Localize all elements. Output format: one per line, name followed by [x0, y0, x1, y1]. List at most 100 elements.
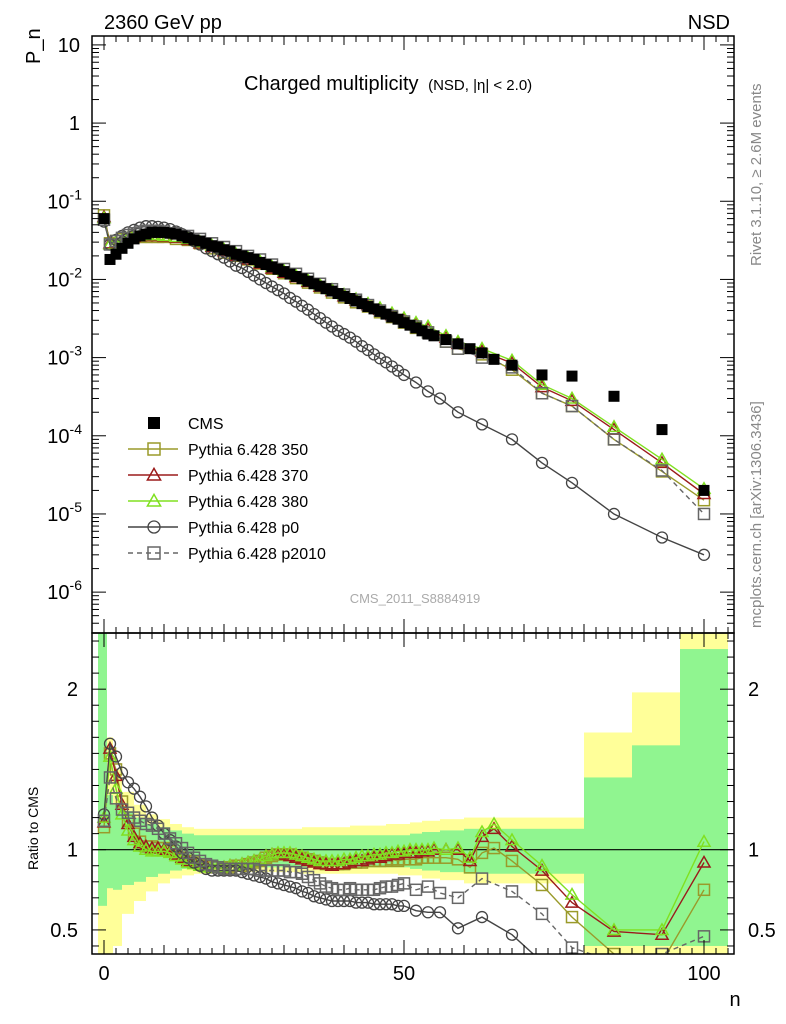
ratio-point — [657, 957, 668, 968]
ratio-point — [505, 854, 519, 868]
legend-label: Pythia 6.428 p2010 — [188, 546, 326, 563]
ratio-point — [390, 846, 406, 860]
ratio-point — [607, 947, 621, 954]
series-point — [433, 392, 447, 405]
ratio-point — [138, 842, 154, 855]
ratio-point — [487, 841, 501, 855]
cms-point — [410, 322, 422, 334]
green-band-bin — [230, 835, 242, 868]
cms-point — [698, 484, 710, 496]
cms-point — [182, 232, 194, 244]
y-tick-label: 10-3 — [47, 343, 82, 370]
side-label-bottom: mcplots.cern.ch [arXiv:1306.3436] — [748, 401, 765, 628]
ratio-point — [282, 845, 298, 859]
ratio-point — [96, 810, 112, 823]
ratio-axis-label: Ratio to CMS — [25, 787, 41, 870]
cms-point — [122, 237, 134, 249]
legend-marker — [146, 466, 162, 481]
ratio-series-4 — [97, 771, 711, 954]
legend-entry: Pythia 6.428 p0 — [128, 520, 299, 537]
series-point — [283, 291, 297, 305]
cms-point — [656, 424, 668, 436]
series-point — [241, 265, 255, 279]
ratio-point — [438, 842, 454, 855]
top-frame — [91, 35, 735, 634]
cms-point — [116, 242, 128, 254]
ratio-point — [283, 880, 297, 893]
cms-point — [260, 259, 272, 271]
cms-point — [476, 347, 488, 359]
ratio-point — [264, 846, 280, 860]
series-point — [307, 307, 321, 321]
ratio-point — [132, 838, 148, 852]
ratio-point — [450, 840, 466, 854]
legend-marker — [148, 417, 160, 429]
ratio-point — [288, 846, 304, 860]
legend-marker — [147, 520, 161, 534]
series-point — [535, 456, 549, 470]
ratio-line — [103, 756, 705, 931]
ratio-point — [355, 896, 369, 909]
ratio-point — [276, 846, 292, 860]
ratio-point — [504, 832, 520, 846]
series-point — [247, 269, 261, 282]
ratio-point — [361, 896, 375, 909]
y-tick-label: 10-5 — [47, 499, 82, 526]
ratio-point — [391, 899, 405, 912]
ratio-point — [535, 878, 549, 892]
x-tick-label: 100 — [687, 963, 720, 985]
ratio-point — [97, 814, 111, 828]
watermark: CMS_2011_S8884919 — [350, 591, 481, 606]
series-point — [565, 399, 579, 413]
cms-point — [176, 230, 188, 242]
ratio-point — [439, 851, 453, 864]
ratio-point — [421, 906, 435, 919]
ratio-point — [397, 877, 411, 890]
series-point — [697, 548, 711, 561]
ratio-point — [318, 856, 334, 870]
cms-point — [248, 253, 260, 265]
ratio-point — [505, 928, 519, 941]
ratio-point — [103, 771, 117, 784]
ratio-point — [385, 898, 399, 911]
ratio-frame — [91, 632, 735, 955]
y-tick-exp: -1 — [70, 186, 83, 202]
ratio-point — [606, 922, 622, 936]
series-0 — [97, 209, 711, 507]
series-point — [421, 385, 435, 398]
cms-point — [266, 261, 278, 273]
green-band-bin — [680, 649, 728, 946]
side-label-top: Rivet 3.1.10, ≥ 2.6M events — [748, 84, 765, 267]
x-tick-label: 50 — [393, 963, 415, 985]
ratio-point — [372, 846, 388, 860]
ratio-point — [409, 904, 423, 917]
y-tick-exp: -2 — [70, 264, 83, 280]
ratio-point — [504, 838, 520, 852]
header-left: 2360 GeV pp — [104, 12, 222, 34]
ratio-point — [306, 851, 322, 865]
cms-point — [404, 319, 416, 331]
cms-point — [398, 317, 410, 329]
ratio-point — [426, 840, 442, 854]
cms-point — [338, 290, 350, 302]
ratio-point — [307, 890, 321, 903]
cms-point — [368, 303, 380, 315]
cms-point — [308, 278, 320, 290]
series-point — [295, 299, 309, 312]
ratio-point — [565, 910, 579, 924]
chart-title-main: Charged multiplicity — [244, 73, 419, 95]
y-axis-label: P_n — [23, 28, 45, 64]
cms-point — [254, 256, 266, 268]
ratio-point — [373, 898, 387, 911]
cms-point — [218, 244, 230, 256]
cms-point — [302, 275, 314, 287]
cms-point — [164, 227, 176, 239]
cms-point — [290, 271, 302, 283]
ratio-point — [451, 891, 465, 905]
ratio-tick-label: 2 — [748, 679, 759, 701]
series-point — [379, 356, 393, 369]
legend-entry: CMS — [148, 416, 224, 433]
cms-point — [566, 370, 578, 382]
ratio-point — [396, 843, 412, 857]
